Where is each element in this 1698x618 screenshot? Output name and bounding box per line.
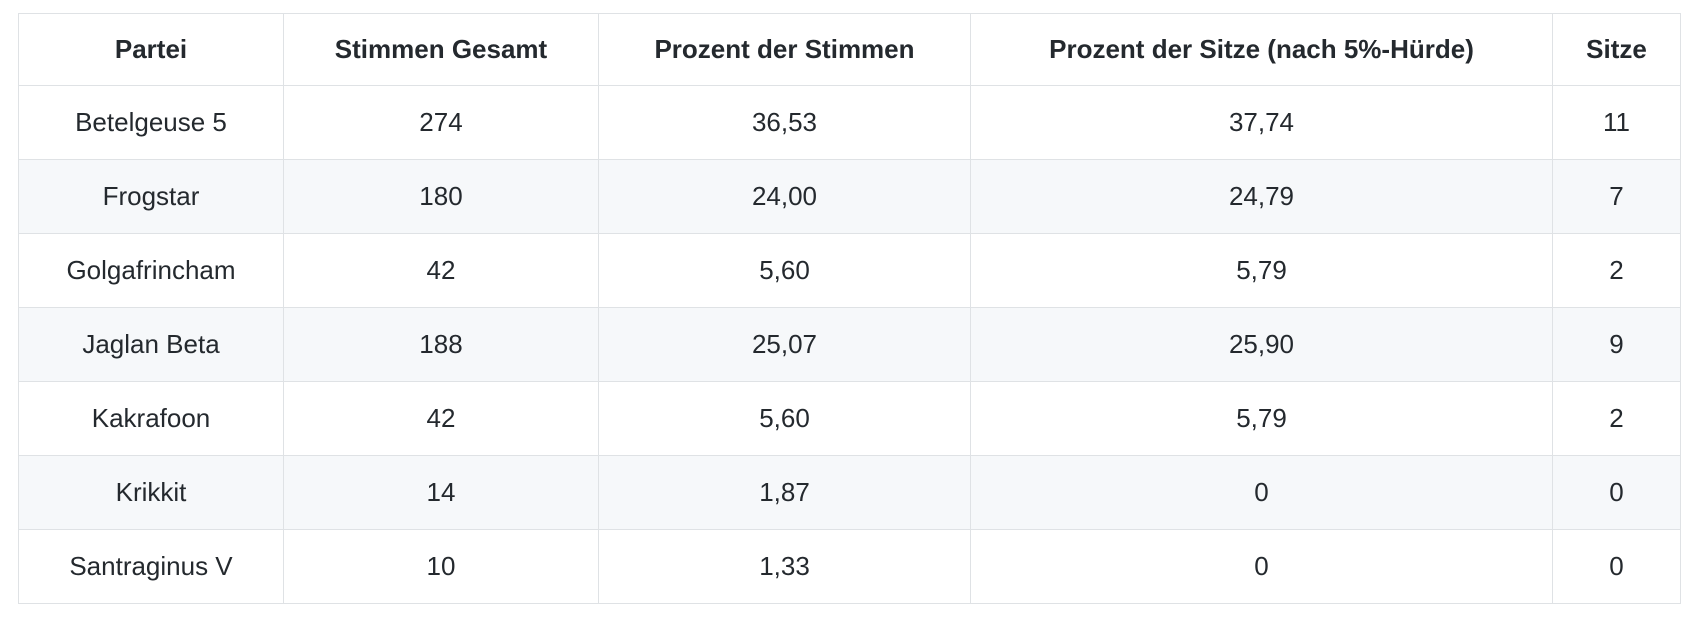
column-header-sitze: Sitze <box>1552 13 1681 86</box>
cell-prozent-stimmen: 25,07 <box>598 307 971 382</box>
cell-prozent-stimmen: 24,00 <box>598 159 971 234</box>
cell-stimmen-gesamt: 180 <box>283 159 599 234</box>
cell-partei: Kakrafoon <box>18 381 284 456</box>
cell-partei: Frogstar <box>18 159 284 234</box>
cell-partei: Jaglan Beta <box>18 307 284 382</box>
table-row-krikkit: Krikkit 14 1,87 0 0 <box>18 455 1681 530</box>
cell-sitze: 11 <box>1552 85 1681 160</box>
table-row-jaglan-beta: Jaglan Beta 188 25,07 25,90 9 <box>18 307 1681 382</box>
cell-sitze: 0 <box>1552 529 1681 604</box>
cell-prozent-sitze: 0 <box>970 455 1553 530</box>
cell-prozent-stimmen: 36,53 <box>598 85 971 160</box>
cell-stimmen-gesamt: 274 <box>283 85 599 160</box>
cell-sitze: 2 <box>1552 381 1681 456</box>
cell-prozent-sitze: 5,79 <box>970 381 1553 456</box>
cell-prozent-stimmen: 5,60 <box>598 381 971 456</box>
cell-sitze: 2 <box>1552 233 1681 308</box>
table-row-frogstar: Frogstar 180 24,00 24,79 7 <box>18 159 1681 234</box>
table-row-betelgeuse-5: Betelgeuse 5 274 36,53 37,74 11 <box>18 85 1681 160</box>
cell-stimmen-gesamt: 14 <box>283 455 599 530</box>
cell-stimmen-gesamt: 188 <box>283 307 599 382</box>
cell-prozent-stimmen: 1,33 <box>598 529 971 604</box>
table-row-golgafrincham: Golgafrincham 42 5,60 5,79 2 <box>18 233 1681 308</box>
cell-partei: Golgafrincham <box>18 233 284 308</box>
table-row-kakrafoon: Kakrafoon 42 5,60 5,79 2 <box>18 381 1681 456</box>
cell-prozent-stimmen: 5,60 <box>598 233 971 308</box>
column-header-partei: Partei <box>18 13 284 86</box>
cell-prozent-sitze: 0 <box>970 529 1553 604</box>
column-header-prozent-der-sitze: Prozent der Sitze (nach 5%-Hürde) <box>970 13 1553 86</box>
election-results-table: Partei Stimmen Gesamt Prozent der Stimme… <box>18 13 1681 604</box>
cell-stimmen-gesamt: 42 <box>283 233 599 308</box>
cell-sitze: 9 <box>1552 307 1681 382</box>
cell-sitze: 7 <box>1552 159 1681 234</box>
table-header-row: Partei Stimmen Gesamt Prozent der Stimme… <box>18 13 1681 86</box>
cell-partei: Krikkit <box>18 455 284 530</box>
cell-prozent-stimmen: 1,87 <box>598 455 971 530</box>
cell-sitze: 0 <box>1552 455 1681 530</box>
cell-stimmen-gesamt: 42 <box>283 381 599 456</box>
cell-stimmen-gesamt: 10 <box>283 529 599 604</box>
cell-prozent-sitze: 24,79 <box>970 159 1553 234</box>
cell-prozent-sitze: 37,74 <box>970 85 1553 160</box>
cell-partei: Betelgeuse 5 <box>18 85 284 160</box>
cell-prozent-sitze: 5,79 <box>970 233 1553 308</box>
cell-prozent-sitze: 25,90 <box>970 307 1553 382</box>
column-header-stimmen-gesamt: Stimmen Gesamt <box>283 13 599 86</box>
column-header-prozent-der-stimmen: Prozent der Stimmen <box>598 13 971 86</box>
table-row-santraginus-v: Santraginus V 10 1,33 0 0 <box>18 529 1681 604</box>
cell-partei: Santraginus V <box>18 529 284 604</box>
